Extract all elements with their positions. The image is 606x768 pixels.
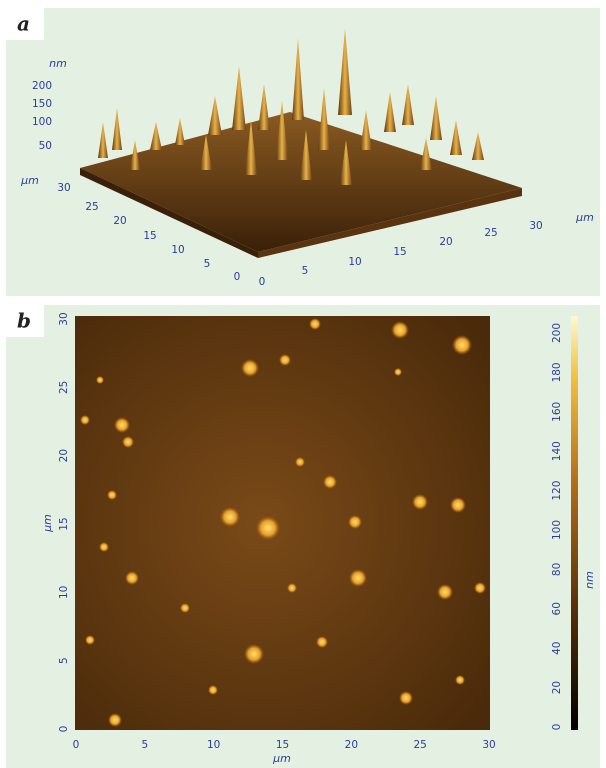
- y-axis-label: µm: [20, 174, 39, 187]
- x-tick-label: 20: [345, 739, 358, 751]
- x-tick-label: 25: [413, 739, 426, 751]
- colorbar: [571, 316, 578, 730]
- x-axis-label: µm: [575, 211, 594, 224]
- x-axis-label: µm: [272, 752, 291, 765]
- x-tick-label: 20: [439, 236, 452, 248]
- colorbar-tick-label: 120: [551, 481, 563, 501]
- x-tick-label: 10: [348, 256, 361, 268]
- afm-image: [75, 316, 490, 730]
- x-tick-label: 25: [484, 227, 497, 239]
- y-tick-label: 0: [234, 271, 241, 283]
- x-tick-label: 30: [529, 220, 542, 232]
- x-tick-label: 30: [482, 739, 495, 751]
- x-tick-label: 0: [259, 276, 266, 288]
- colorbar-tick-label: 140: [551, 441, 563, 461]
- x-tick-label: 15: [393, 246, 406, 258]
- colorbar-tick-label: 40: [551, 642, 563, 655]
- y-tick-label: 10: [171, 244, 184, 256]
- z-tick-label: 200: [32, 80, 52, 92]
- colorbar-tick-label: 60: [551, 602, 563, 615]
- y-tick-label: 15: [58, 517, 70, 530]
- y-tick-label: 20: [113, 215, 126, 227]
- y-axis-label: µm: [41, 514, 54, 533]
- panel-label: b: [17, 309, 31, 333]
- z-tick-label: 50: [39, 140, 52, 152]
- y-tick-label: 30: [57, 182, 70, 194]
- colorbar-tick-label: 0: [551, 724, 563, 731]
- figure: a b: [0, 0, 606, 768]
- colorbar-tick-label: 180: [551, 362, 563, 382]
- y-tick-label: 0: [58, 726, 70, 733]
- x-tick-label: 0: [73, 739, 80, 751]
- colorbar-tick-label: 200: [551, 323, 563, 343]
- colorbar-tick-label: 80: [551, 563, 563, 576]
- y-tick-label: 15: [143, 230, 156, 242]
- colorbar-tick-label: 20: [551, 681, 563, 694]
- colorbar-tick-label: 160: [551, 402, 563, 422]
- z-axis-label: nm: [49, 57, 67, 70]
- x-tick-label: 15: [276, 739, 289, 751]
- x-tick-label: 10: [207, 739, 220, 751]
- y-tick-label: 5: [58, 657, 70, 664]
- y-tick-label: 30: [58, 312, 70, 325]
- y-tick-label: 25: [85, 201, 98, 213]
- y-tick-label: 5: [204, 258, 211, 270]
- z-tick-label: 150: [32, 98, 52, 110]
- y-tick-label: 25: [58, 381, 70, 394]
- panel-label: a: [17, 12, 30, 36]
- x-tick-label: 5: [141, 739, 148, 751]
- z-tick-label: 100: [32, 116, 52, 128]
- x-tick-label: 5: [302, 265, 309, 277]
- colorbar-label: nm: [583, 571, 596, 589]
- y-tick-label: 10: [58, 586, 70, 599]
- y-tick-label: 20: [58, 449, 70, 462]
- colorbar-tick-label: 100: [551, 520, 563, 540]
